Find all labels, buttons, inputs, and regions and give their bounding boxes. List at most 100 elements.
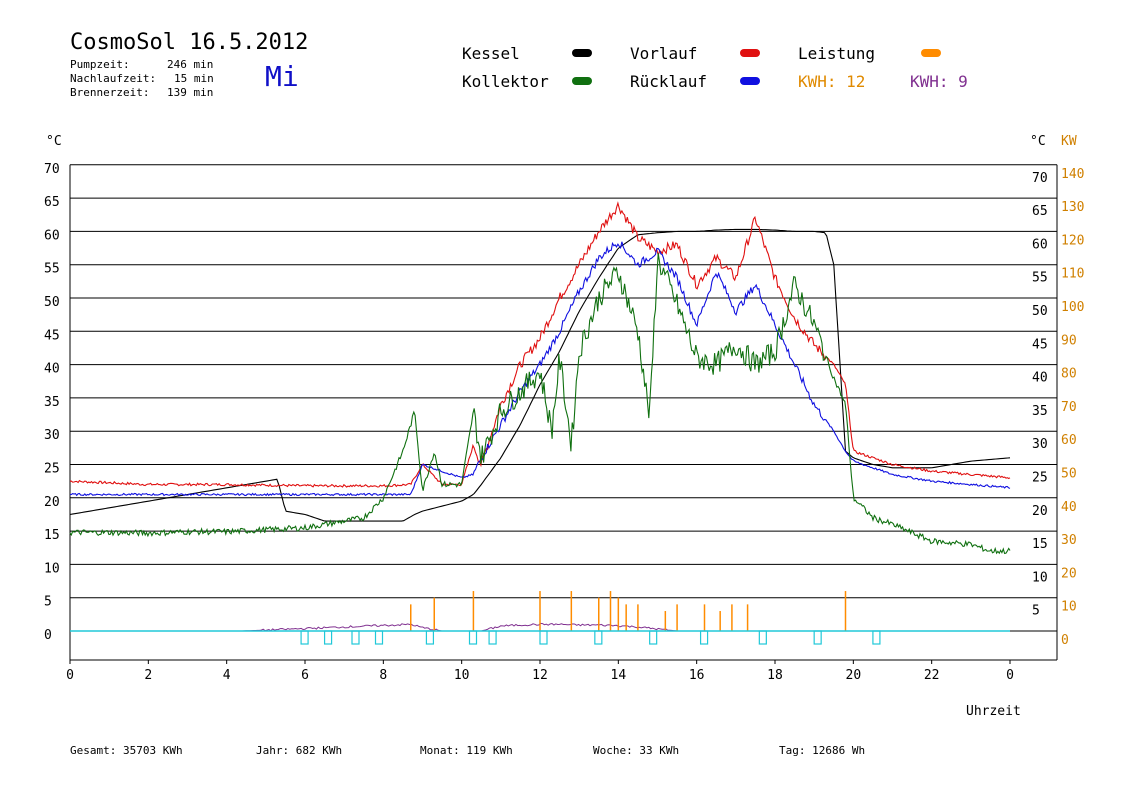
- series-line-kessel: [69, 228, 1011, 522]
- x-tick-label: 10: [454, 668, 470, 683]
- stat-brennerzeit-label: Brennerzeit:: [70, 86, 150, 99]
- weekday-label: Mi: [265, 60, 299, 93]
- right-tick-label-c: 50: [1032, 304, 1048, 319]
- left-tick-label: 30: [44, 428, 60, 443]
- left-tick-label: 65: [44, 195, 60, 210]
- series-line-rücklauf: [69, 241, 1011, 497]
- power-plateau-line: [242, 622, 1003, 632]
- right-tick-label-c: 55: [1032, 271, 1048, 286]
- right-tick-label-kw: 130: [1061, 200, 1084, 215]
- left-tick-label: 35: [44, 395, 60, 410]
- grid-lines: [70, 164, 1057, 632]
- right-tick-label-kw: 90: [1061, 333, 1077, 348]
- pump-pulse: [649, 630, 658, 645]
- series-line-kollektor: [69, 253, 1011, 555]
- pump-pulse: [539, 630, 548, 645]
- stat-pumpzeit-value: 246 min: [167, 58, 214, 71]
- right-tick-label-c: 15: [1032, 537, 1048, 552]
- legend-kwh-purple: KWH: 9: [910, 72, 968, 91]
- right-tick-label-c: 25: [1032, 471, 1048, 486]
- pump-pulse: [468, 630, 478, 645]
- x-tick-label: 0: [66, 668, 74, 683]
- pump-pulse: [300, 630, 309, 645]
- pump-pulse: [488, 630, 497, 645]
- stat-nachlaufzeit-label: Nachlaufzeit:: [70, 72, 157, 85]
- x-tick-label: 6: [301, 668, 309, 683]
- right-tick-label-c: 60: [1032, 237, 1048, 252]
- right-tick-label-c: 45: [1032, 337, 1048, 352]
- series-lines: [69, 201, 1011, 645]
- legend-kollektor-label: Kollektor: [462, 72, 549, 91]
- footer-tag: Tag: 12686 Wh: [779, 744, 866, 757]
- right-tick-label-kw: 100: [1061, 300, 1084, 315]
- footer-gesamt: Gesamt: 35703 KWh: [70, 744, 183, 757]
- left-tick-label: 70: [44, 162, 60, 177]
- right-tick-label-kw: 50: [1061, 467, 1077, 482]
- x-tick-label: 20: [846, 668, 862, 683]
- pump-pulse: [351, 630, 360, 645]
- left-tick-label: 45: [44, 328, 60, 343]
- right-tick-label-kw: 80: [1061, 367, 1077, 382]
- x-tick-label: 22: [924, 668, 940, 683]
- right-tick-label-c: 10: [1032, 570, 1048, 585]
- temperature-chart: 7065605550454035302520151050706560555045…: [44, 134, 1084, 719]
- left-tick-label: 10: [44, 561, 60, 576]
- legend-kessel-label: Kessel: [462, 44, 520, 63]
- tick-labels: 7065605550454035302520151050706560555045…: [44, 134, 1084, 719]
- legend-kollektor-swatch: [572, 77, 592, 85]
- legend-leistung-label: Leistung: [798, 44, 876, 63]
- left-unit-label: °C: [46, 134, 62, 149]
- x-tick-label: 2: [144, 668, 152, 683]
- legend-kessel-swatch: [572, 49, 592, 57]
- pump-pulse: [872, 630, 881, 645]
- right-tick-label-c: 20: [1032, 504, 1048, 519]
- right-tick-label-kw: 30: [1061, 533, 1077, 548]
- right-tick-label-c: 70: [1032, 171, 1048, 186]
- legend-ruecklauf-label: Rücklauf: [630, 72, 708, 91]
- right-tick-label-kw: 110: [1061, 267, 1084, 282]
- left-tick-label: 25: [44, 462, 60, 477]
- x-tick-label: 14: [611, 668, 627, 683]
- pump-pulse: [758, 630, 767, 645]
- x-tick-label: 4: [223, 668, 231, 683]
- stat-nachlaufzeit-value: 15 min: [174, 72, 214, 85]
- right-tick-label-kw: 120: [1061, 233, 1084, 248]
- right-tick-label-kw: 60: [1061, 433, 1077, 448]
- footer-jahr: Jahr: 682 KWh: [256, 744, 343, 757]
- footer-monat: Monat: 119 KWh: [420, 744, 513, 757]
- stat-brennerzeit-value: 139 min: [167, 86, 214, 99]
- footer-woche: Woche: 33 KWh: [593, 744, 680, 757]
- x-tick-label: 16: [689, 668, 705, 683]
- x-tick-label: 18: [767, 668, 783, 683]
- left-tick-label: 15: [44, 528, 60, 543]
- legend-kwh-orange: KWH: 12: [798, 72, 866, 91]
- chart-axes: [69, 164, 1058, 664]
- left-tick-label: 60: [44, 228, 60, 243]
- right-tick-label-c: 30: [1032, 437, 1048, 452]
- right-tick-label-kw: 70: [1061, 400, 1077, 415]
- pump-pulse: [699, 630, 709, 645]
- right-tick-label-kw: 40: [1061, 500, 1077, 515]
- pump-pulse: [594, 630, 603, 645]
- pump-pulse: [425, 630, 435, 645]
- legend-ruecklauf-swatch: [740, 77, 760, 85]
- right-tick-label-c: 35: [1032, 404, 1048, 419]
- chart-title: CosmoSol 16.5.2012: [70, 30, 309, 55]
- pump-pulse: [374, 630, 384, 645]
- right-tick-label-kw: 140: [1061, 167, 1084, 182]
- left-tick-label: 5: [44, 595, 52, 610]
- right-tick-label-kw: 0: [1061, 633, 1069, 648]
- left-tick-label: 0: [44, 628, 52, 643]
- left-tick-label: 20: [44, 495, 60, 510]
- x-tick-label: 0: [1006, 668, 1014, 683]
- x-tick-label: 12: [532, 668, 548, 683]
- x-tick-label: 8: [379, 668, 387, 683]
- stat-pumpzeit-label: Pumpzeit:: [70, 58, 130, 71]
- right-tick-label-c: 5: [1032, 604, 1040, 619]
- right-tick-label-kw: 10: [1061, 600, 1077, 615]
- left-tick-label: 55: [44, 262, 60, 277]
- legend-vorlauf-swatch: [740, 49, 760, 57]
- left-tick-label: 40: [44, 362, 60, 377]
- legend-leistung-swatch: [921, 49, 941, 57]
- pump-pulse: [323, 630, 333, 645]
